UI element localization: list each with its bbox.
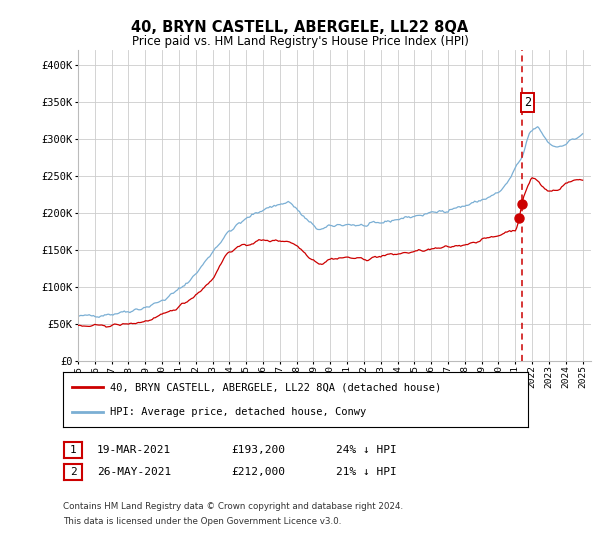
Text: 24% ↓ HPI: 24% ↓ HPI [336, 445, 397, 455]
Text: 21% ↓ HPI: 21% ↓ HPI [336, 467, 397, 477]
Text: 2: 2 [70, 467, 77, 477]
Text: HPI: Average price, detached house, Conwy: HPI: Average price, detached house, Conw… [110, 408, 366, 417]
Text: Price paid vs. HM Land Registry's House Price Index (HPI): Price paid vs. HM Land Registry's House … [131, 35, 469, 48]
Text: 1: 1 [70, 445, 77, 455]
Text: Contains HM Land Registry data © Crown copyright and database right 2024.: Contains HM Land Registry data © Crown c… [63, 502, 403, 511]
Text: This data is licensed under the Open Government Licence v3.0.: This data is licensed under the Open Gov… [63, 517, 341, 526]
Text: 26-MAY-2021: 26-MAY-2021 [97, 467, 172, 477]
Text: 2: 2 [524, 96, 532, 109]
Text: £212,000: £212,000 [231, 467, 285, 477]
Text: 40, BRYN CASTELL, ABERGELE, LL22 8QA: 40, BRYN CASTELL, ABERGELE, LL22 8QA [131, 20, 469, 35]
Text: 19-MAR-2021: 19-MAR-2021 [97, 445, 172, 455]
Text: 40, BRYN CASTELL, ABERGELE, LL22 8QA (detached house): 40, BRYN CASTELL, ABERGELE, LL22 8QA (de… [110, 382, 441, 392]
Text: £193,200: £193,200 [231, 445, 285, 455]
